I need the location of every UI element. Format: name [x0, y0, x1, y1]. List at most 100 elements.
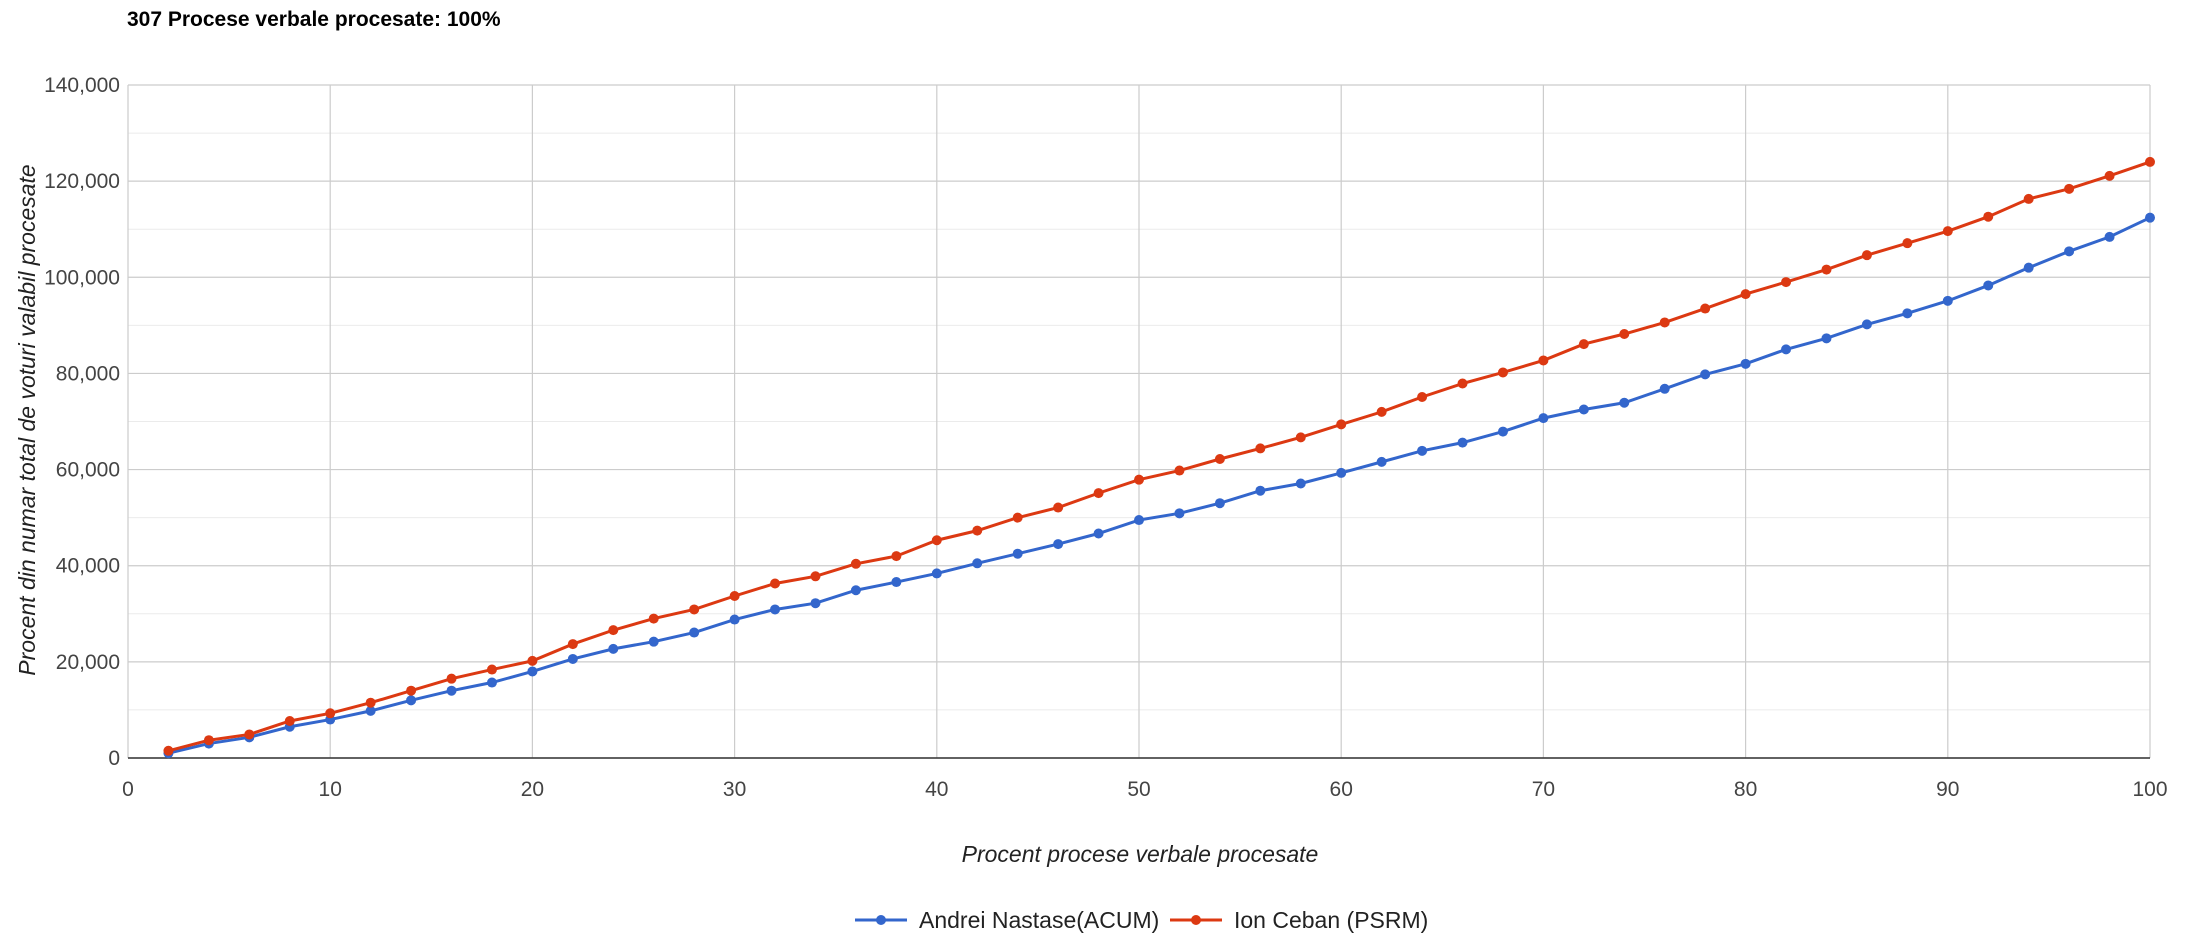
data-point — [1659, 317, 1670, 328]
data-point — [1497, 426, 1508, 437]
data-point — [406, 695, 417, 706]
data-point — [1659, 383, 1670, 394]
y-tick-label: 60,000 — [56, 459, 120, 482]
x-tick-label: 60 — [1330, 778, 1353, 801]
data-point — [1578, 339, 1589, 350]
x-tick-label: 30 — [723, 778, 746, 801]
x-tick-label: 70 — [1532, 778, 1555, 801]
data-point — [1255, 485, 1266, 496]
data-point — [486, 664, 497, 675]
data-point — [1336, 467, 1347, 478]
data-point — [527, 655, 538, 666]
data-point — [1781, 277, 1792, 288]
data-point — [365, 697, 376, 708]
data-point — [689, 627, 700, 638]
data-point — [1093, 488, 1104, 499]
data-point — [1740, 289, 1751, 300]
y-tick-label: 80,000 — [56, 362, 120, 385]
data-point — [446, 673, 457, 684]
data-point — [2023, 193, 2034, 204]
grid-lines — [127, 84, 2151, 759]
data-point — [1255, 443, 1266, 454]
legend-label: Ion Ceban (PSRM) — [1234, 907, 1428, 933]
data-point — [1700, 303, 1711, 314]
x-tick-label: 50 — [1127, 778, 1150, 801]
data-point — [972, 525, 983, 536]
data-point — [810, 571, 821, 582]
data-point — [567, 653, 578, 664]
y-tick-label: 40,000 — [56, 555, 120, 578]
x-tick-label: 0 — [122, 778, 134, 801]
series-line-1 — [168, 216, 2151, 755]
y-tick-label: 0 — [108, 747, 120, 770]
data-point — [2145, 156, 2155, 167]
data-point — [1012, 548, 1023, 559]
y-tick-label: 20,000 — [56, 651, 120, 674]
data-point — [2023, 262, 2034, 273]
data-point — [1417, 445, 1428, 456]
data-point — [1700, 369, 1711, 380]
x-axis-title: Procent procese verbale procesate — [962, 841, 1319, 867]
data-point — [1336, 419, 1347, 430]
data-point — [365, 705, 376, 716]
data-point — [2104, 170, 2115, 181]
data-point — [1942, 295, 1953, 306]
data-point — [1538, 355, 1549, 366]
y-tick-label: 120,000 — [44, 170, 120, 193]
data-point — [2064, 183, 2075, 194]
data-point — [1295, 478, 1306, 489]
data-point — [1134, 515, 1144, 526]
data-point — [648, 636, 659, 647]
data-point — [1376, 456, 1387, 467]
data-point — [1457, 378, 1468, 389]
data-point — [1578, 404, 1589, 415]
data-point — [729, 590, 740, 601]
data-point — [1174, 465, 1185, 476]
data-point — [1457, 437, 1468, 448]
x-tick-label: 90 — [1936, 778, 1959, 801]
data-point — [1821, 333, 1832, 344]
data-point — [1497, 367, 1508, 378]
data-point — [1781, 344, 1792, 355]
data-point — [163, 745, 174, 756]
x-tick-label: 100 — [2132, 778, 2167, 801]
data-point — [2064, 246, 2075, 257]
data-point — [931, 568, 942, 579]
data-point — [1902, 238, 1913, 249]
series-line-2 — [168, 160, 2151, 753]
x-tick-label: 40 — [925, 778, 948, 801]
data-point — [1983, 280, 1994, 291]
x-tick-label: 80 — [1734, 778, 1757, 801]
data-point — [486, 677, 497, 688]
data-point — [1861, 319, 1872, 330]
data-point — [446, 685, 457, 696]
data-point — [203, 735, 214, 746]
data-point — [1417, 391, 1428, 402]
data-point — [1053, 539, 1064, 550]
y-tick-label: 100,000 — [44, 266, 120, 289]
data-point — [1942, 226, 1953, 237]
x-tick-label: 10 — [319, 778, 342, 801]
data-point — [1619, 397, 1630, 408]
data-point — [608, 625, 619, 636]
data-point — [1376, 406, 1387, 417]
y-axis-title: Procent din numar total de voturi valabi… — [14, 164, 40, 675]
data-point — [689, 604, 700, 615]
x-tick-label: 20 — [521, 778, 544, 801]
data-point — [1053, 502, 1064, 513]
data-point — [406, 685, 417, 696]
data-point — [1538, 413, 1549, 424]
data-point — [891, 551, 902, 562]
tick-labels: 0 20,000 40,000 60,000 80,000 100,000 120,000 1… — [44, 74, 2167, 801]
data-point — [1093, 528, 1104, 539]
series-layer — [163, 156, 2155, 759]
legend-swatch-marker — [1191, 915, 1201, 925]
data-point — [244, 729, 255, 740]
data-point — [608, 643, 619, 654]
data-point — [648, 613, 659, 624]
data-point — [850, 558, 861, 569]
data-point — [325, 708, 336, 719]
data-point — [770, 604, 781, 615]
data-point — [2145, 212, 2155, 223]
